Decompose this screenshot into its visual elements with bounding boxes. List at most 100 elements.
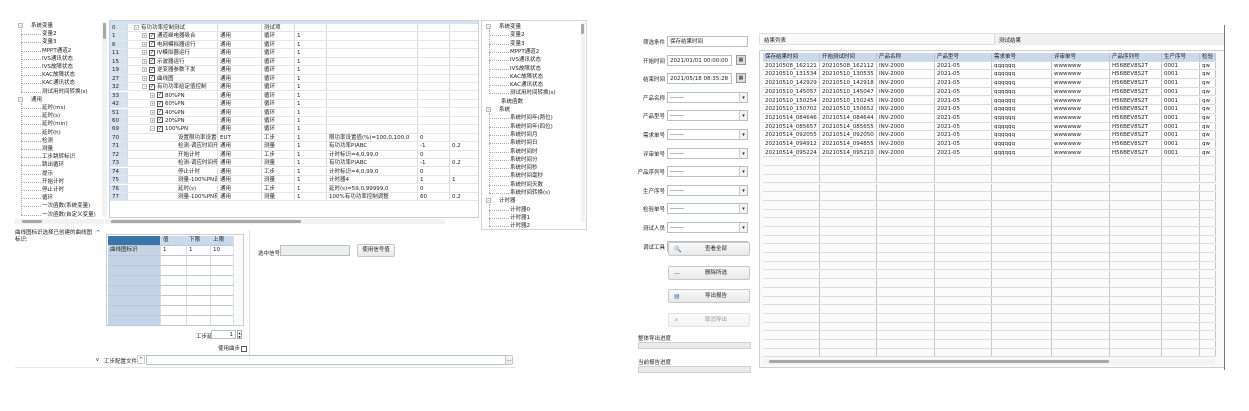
results-row[interactable]: 20210514_092055 20210514_092050 INV-2000 20… <box>763 131 1216 140</box>
step-grid-hscrollbar[interactable] <box>105 219 445 224</box>
tree-item[interactable]: 系统时间月 <box>510 131 538 138</box>
step-row[interactable]: 71 检测-调应时间开始判通用测量1有功功率PIABC-10.2 <box>110 142 478 151</box>
tree-item[interactable]: 系统时间时 <box>510 148 538 155</box>
param-cell[interactable] <box>187 286 211 296</box>
tree-item[interactable]: 跳出循环 <box>42 162 65 169</box>
tree-item[interactable]: IVS通讯状态 <box>42 55 73 62</box>
param-cell[interactable] <box>161 286 187 296</box>
tree-item[interactable]: 测试用时间转换(s) <box>42 88 88 95</box>
tree-item[interactable]: 系统时间毫秒 <box>510 173 544 180</box>
param-cell[interactable] <box>108 286 161 296</box>
results-hscrollbar[interactable] <box>763 359 1215 365</box>
calendar-icon[interactable]: ▦ <box>736 73 746 84</box>
tree-item[interactable]: 系统时间日 <box>510 140 538 147</box>
collapse-toggle-icon[interactable]: − <box>486 198 491 204</box>
step-row[interactable]: 70 设置限功率设置值 EUT 工步 1 限功率设置值(%)=100,0,100,0 0 <box>110 133 478 143</box>
param-cell[interactable] <box>187 306 211 316</box>
filter-select-input[interactable]: ------- ▾ <box>667 184 748 196</box>
expand-toggle-icon[interactable]: − <box>150 126 155 132</box>
expand-toggle-icon[interactable]: + <box>142 50 147 56</box>
tree-item[interactable]: 系统时间年(两位) <box>510 115 553 122</box>
results-row[interactable]: 20210510_145057 20210510_145047 INV-2000 20… <box>763 87 1216 97</box>
tree-item[interactable]: 工步跳转标识 <box>42 154 76 161</box>
tree-item[interactable]: 延时(s) <box>42 113 61 120</box>
dropdown-arrow-icon[interactable]: ▾ <box>739 223 747 232</box>
tree-item[interactable]: KAC通讯状态 <box>42 80 76 87</box>
step-row[interactable]: 32− ✓ 有功功率给定值控制 通用 循环 1 <box>110 83 478 92</box>
filter-date-input[interactable]: 2021/05/18 08:35:28 <box>667 73 732 85</box>
dropdown-arrow-icon[interactable]: ▾ <box>739 148 747 158</box>
tree-item[interactable]: 系统时间年(四位) <box>510 123 553 130</box>
results-row[interactable] <box>763 174 1216 184</box>
results-vscrollbar[interactable] <box>1216 53 1224 353</box>
step-enabled-checkbox[interactable]: ✓ <box>157 100 163 107</box>
param-cell[interactable] <box>211 316 234 326</box>
param-cell[interactable] <box>211 276 234 286</box>
results-row[interactable] <box>763 314 1216 323</box>
param-cell[interactable] <box>211 296 234 306</box>
tree-item[interactable]: KAC通讯状态 <box>510 82 544 89</box>
tree-group[interactable]: 系统函数 <box>486 98 523 106</box>
variable-tree[interactable]: − 系统变量 变量2 变量3 MPPT通道2 IVS通讯状态 IVS故障状态 KAC故障状态 K… <box>14 20 109 218</box>
param-cell[interactable]: 1 <box>187 246 211 256</box>
results-row[interactable] <box>763 340 1216 349</box>
filter-select-input[interactable]: ------- ▾ <box>667 110 748 122</box>
step-row[interactable]: 72 开始计时 通用 工步 1 计时标识=4,0,99,0 0 <box>110 150 478 160</box>
param-cell[interactable] <box>161 256 187 266</box>
results-row[interactable] <box>763 287 1216 297</box>
button-magnifier[interactable]: 🔍 查看全部 <box>668 242 750 256</box>
tree-item[interactable]: 延时(h) <box>42 129 61 136</box>
step-enabled-checkbox[interactable]: ✓ <box>157 125 163 132</box>
step-row[interactable]: 15 + ✓ 示波器运行 通用 循环 1 <box>110 57 478 67</box>
param-cell[interactable] <box>161 266 187 276</box>
results-row[interactable] <box>763 183 1216 193</box>
signal-tree-scrollbar[interactable] <box>581 22 585 222</box>
results-hscroll-thumb[interactable] <box>769 360 1109 363</box>
step-enabled-checkbox[interactable]: ✓ <box>149 66 155 73</box>
tree-item[interactable]: 系统时间秒 <box>510 165 538 172</box>
dropdown-arrow-icon[interactable]: ▾ <box>739 185 747 195</box>
tree-group[interactable]: − 计时器 <box>486 197 516 205</box>
selected-signal-input[interactable] <box>280 245 350 256</box>
tree-item[interactable]: 开始计时 <box>42 178 65 185</box>
tree-item[interactable]: 变量3 <box>510 40 525 47</box>
tree-group[interactable]: − 通用 <box>18 96 42 104</box>
results-row[interactable] <box>763 296 1216 306</box>
tree-item[interactable]: IVS通讯状态 <box>510 57 541 64</box>
tree-item[interactable]: KAC故障状态 <box>510 73 544 80</box>
step-enabled-checkbox[interactable]: ✓ <box>149 49 155 56</box>
results-row[interactable] <box>763 331 1216 341</box>
step-row[interactable]: 69− ✓ 100%PN 通用 循环 1 <box>110 125 478 134</box>
results-row[interactable] <box>763 348 1216 358</box>
tree-item[interactable]: KAC故障状态 <box>42 72 76 79</box>
results-row[interactable] <box>763 209 1216 219</box>
param-cell[interactable] <box>187 296 211 306</box>
param-cell[interactable] <box>161 296 187 306</box>
tree-item[interactable]: 测试用时间转换(s) <box>510 90 556 97</box>
expand-toggle-icon[interactable]: + <box>150 92 155 98</box>
results-row[interactable]: 20210510_131534 20210510_130535 INV-2000 20… <box>763 70 1216 80</box>
tree-group[interactable]: − 系统变量 <box>486 23 521 31</box>
param-cell[interactable] <box>108 316 161 326</box>
tree-group[interactable]: − 系统 <box>486 106 510 114</box>
filter-select-input[interactable]: ------- ▾ <box>667 91 748 103</box>
use-sync-checkbox[interactable]: 使用曲步 <box>218 344 249 352</box>
step-grid[interactable]: 0− 有功功率控制测试 测试项 1 + ✓ 通道继电器吸合 通用 循环 1 6 + ✓ 电网模拟器运行 通用… <box>109 20 479 218</box>
filter-select-input[interactable]: ------- ▾ <box>667 147 748 159</box>
filter-date-input[interactable]: 2021/01/01 00:00:00 <box>667 54 732 66</box>
results-row[interactable] <box>763 270 1216 280</box>
step-row[interactable]: 6 + ✓ 电网模拟器运行 通用 循环 1 <box>110 40 478 50</box>
results-row[interactable]: 20210514_095224 20210514_095210 INV-2000 20… <box>763 148 1216 158</box>
expand-toggle-icon[interactable]: + <box>142 67 147 73</box>
filter-select-input[interactable]: ------- ▾ <box>667 129 748 140</box>
param-cell[interactable] <box>108 306 161 316</box>
step-row[interactable]: 76 延时(s) 通用 工步 1 延时(s)=59,0,99999,0 0 <box>110 184 478 193</box>
tree-item[interactable]: MPPT通道2 <box>42 47 72 54</box>
param-cell[interactable] <box>108 256 161 266</box>
results-row[interactable]: 20210508_162121 20210508_162112 INV-2000 20… <box>763 61 1216 71</box>
step-delay-input[interactable]: 1 <box>211 330 236 339</box>
param-cell[interactable] <box>161 306 187 316</box>
results-row[interactable] <box>763 200 1216 210</box>
tree-group[interactable]: − 系统变量 <box>18 22 53 30</box>
